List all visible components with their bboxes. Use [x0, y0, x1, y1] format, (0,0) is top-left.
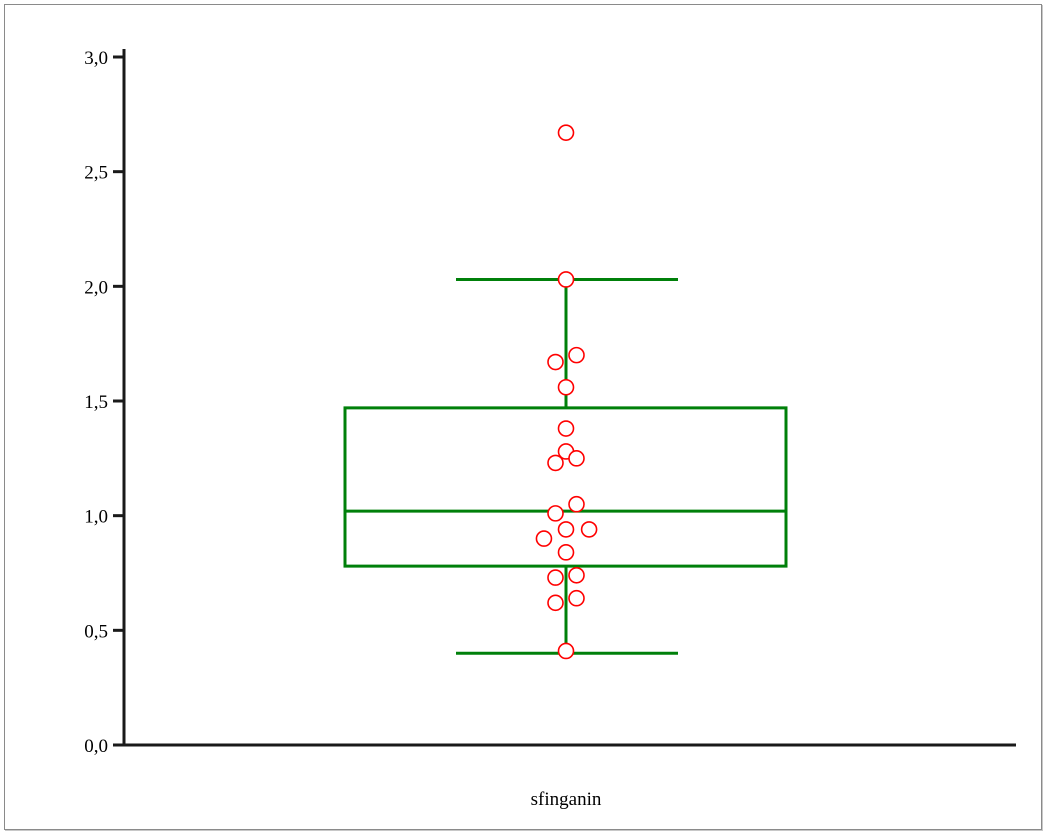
data-point-15 — [568, 566, 585, 584]
data-point-1 — [557, 271, 575, 288]
y-tick-label-0: 0,0 — [84, 736, 108, 757]
y-tick-label-3: 1,5 — [84, 392, 108, 413]
x-category-label: sfinganin — [531, 789, 602, 810]
y-tick-label-5: 2,5 — [84, 163, 108, 184]
data-point-0 — [557, 124, 575, 141]
y-tick-label-1: 0,5 — [84, 621, 108, 642]
data-point-7 — [568, 450, 585, 467]
data-point-16 — [547, 569, 564, 586]
y-tick-label-6: 3,0 — [84, 48, 108, 69]
data-point-11 — [557, 521, 575, 538]
data-point-4 — [557, 378, 575, 396]
data-point-10 — [547, 505, 564, 522]
data-point-19 — [557, 642, 575, 660]
box-iqr — [343, 406, 788, 568]
y-tick-label-2: 1,0 — [84, 507, 108, 528]
chart-frame: 0,0 0,5 1,0 1,5 2,0 2,5 3,0 sfinganin — [4, 4, 1042, 830]
data-point-12 — [580, 521, 598, 538]
data-point-8 — [547, 454, 564, 472]
data-point-14 — [557, 544, 575, 561]
data-point-9 — [568, 495, 585, 513]
data-point-13 — [535, 530, 553, 547]
data-point-5 — [557, 420, 575, 437]
data-point-18 — [547, 594, 564, 612]
y-tick-label-4: 2,0 — [84, 277, 108, 298]
data-point-17 — [568, 589, 585, 607]
data-point-3 — [547, 353, 564, 371]
data-point-2 — [568, 346, 585, 364]
box-plot-chart: 0,0 0,5 1,0 1,5 2,0 2,5 3,0 sfinganin — [84, 48, 1016, 810]
